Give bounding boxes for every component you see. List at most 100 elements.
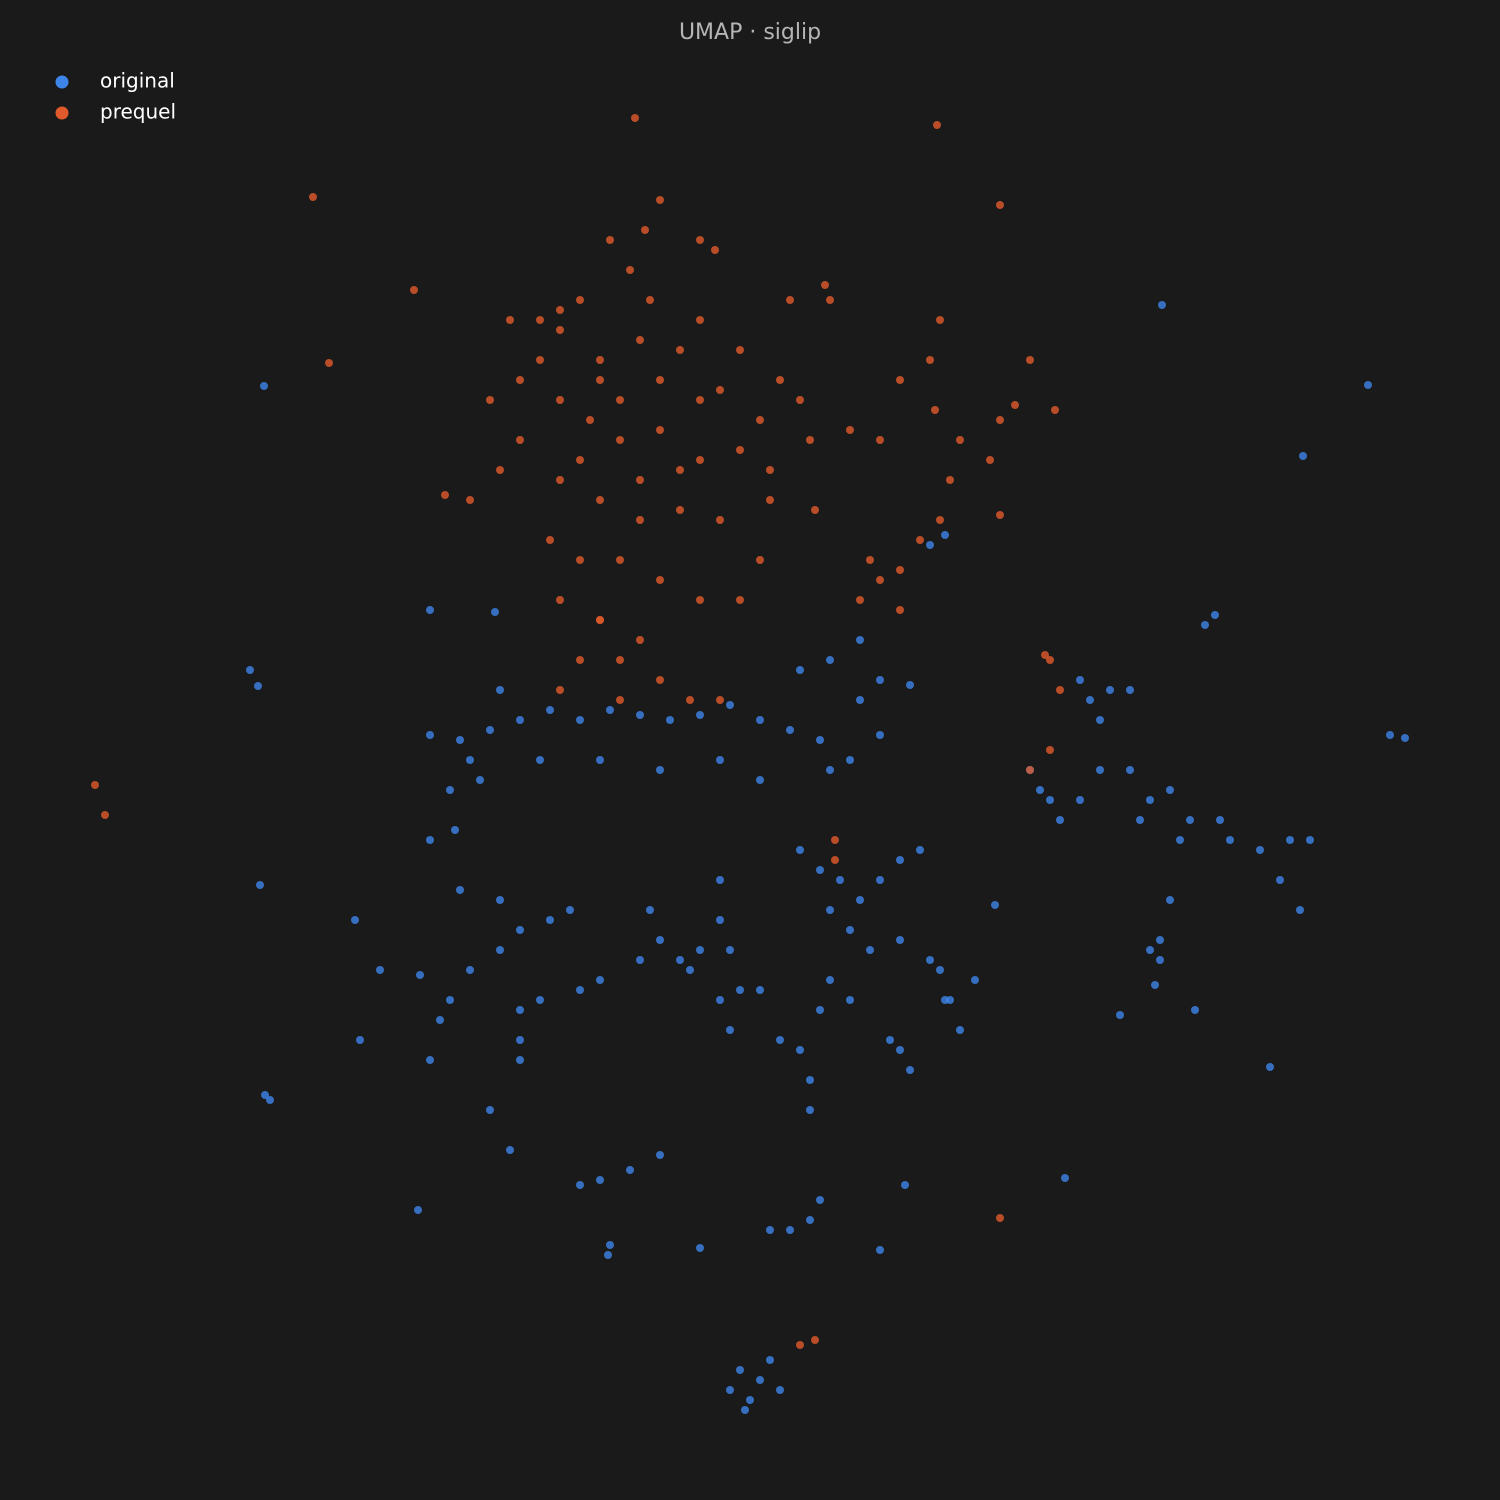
point [696, 1244, 704, 1252]
point [806, 1216, 814, 1224]
point [696, 456, 704, 464]
point [596, 496, 604, 504]
point [826, 766, 834, 774]
point [546, 916, 554, 924]
point [956, 1026, 964, 1034]
point [831, 856, 839, 864]
point [616, 556, 624, 564]
legend-marker [55, 75, 69, 89]
point [436, 1016, 444, 1024]
point [426, 606, 434, 614]
point [260, 382, 268, 390]
point [616, 436, 624, 444]
point [846, 996, 854, 1004]
point [516, 1036, 524, 1044]
point [696, 596, 704, 604]
point [796, 396, 804, 404]
point [596, 356, 604, 364]
point [261, 1091, 269, 1099]
point [1116, 1011, 1124, 1019]
point [756, 1376, 764, 1384]
point [811, 506, 819, 514]
point [616, 656, 624, 664]
point [414, 1206, 422, 1214]
point [486, 1106, 494, 1114]
point [576, 456, 584, 464]
point [741, 1406, 749, 1414]
point [856, 896, 864, 904]
point [726, 946, 734, 954]
point [846, 426, 854, 434]
point [606, 706, 614, 714]
point [1191, 1006, 1199, 1014]
point [926, 541, 934, 549]
point [604, 1251, 612, 1259]
point [971, 976, 979, 984]
point [711, 246, 719, 254]
point [676, 956, 684, 964]
point [466, 756, 474, 764]
point [636, 476, 644, 484]
point [696, 711, 704, 719]
point [1401, 734, 1409, 742]
point [1051, 406, 1059, 414]
point [906, 681, 914, 689]
point [946, 476, 954, 484]
point [826, 656, 834, 664]
point [356, 1036, 364, 1044]
point [1096, 716, 1104, 724]
point [756, 716, 764, 724]
point [506, 1146, 514, 1154]
point [896, 376, 904, 384]
point [1286, 836, 1294, 844]
point [1364, 381, 1372, 389]
point [786, 726, 794, 734]
point [696, 946, 704, 954]
point [656, 426, 664, 434]
point [996, 1214, 1004, 1222]
point [1186, 816, 1194, 824]
point [896, 566, 904, 574]
point [716, 996, 724, 1004]
point [776, 1036, 784, 1044]
point [596, 976, 604, 984]
point [756, 986, 764, 994]
point [1166, 896, 1174, 904]
point [896, 1046, 904, 1054]
point [901, 1181, 909, 1189]
point [1086, 696, 1094, 704]
point [656, 376, 664, 384]
point [626, 1166, 634, 1174]
point [636, 516, 644, 524]
point [1158, 301, 1166, 309]
point [616, 696, 624, 704]
point [376, 966, 384, 974]
point [546, 536, 554, 544]
point [736, 446, 744, 454]
point [756, 776, 764, 784]
point [933, 121, 941, 129]
point [716, 876, 724, 884]
point [1156, 956, 1164, 964]
point [796, 1341, 804, 1349]
point [766, 466, 774, 474]
point [676, 466, 684, 474]
point [1266, 1063, 1274, 1071]
point [816, 736, 824, 744]
point [1126, 766, 1134, 774]
point [486, 726, 494, 734]
point [656, 766, 664, 774]
point [456, 886, 464, 894]
point [536, 996, 544, 1004]
point [1076, 796, 1084, 804]
point [916, 846, 924, 854]
point [496, 466, 504, 474]
point [716, 696, 724, 704]
point [1256, 846, 1264, 854]
point [496, 946, 504, 954]
point [566, 906, 574, 914]
point [256, 881, 264, 889]
point [646, 296, 654, 304]
point [596, 616, 604, 624]
